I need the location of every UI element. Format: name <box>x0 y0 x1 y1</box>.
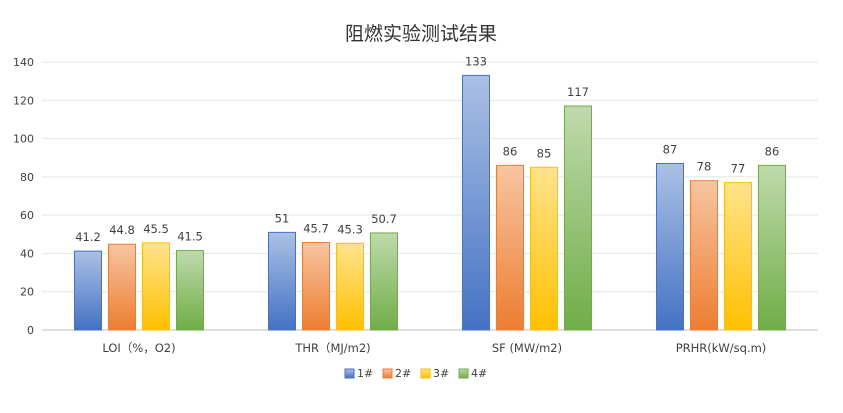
data-label: 45.5 <box>143 222 169 236</box>
y-tick-label: 100 <box>13 133 34 146</box>
y-tick-label: 40 <box>20 247 34 260</box>
bar-4-3 <box>758 164 786 331</box>
data-label: 41.5 <box>177 230 203 244</box>
data-label: 86 <box>503 144 518 158</box>
data-label: 45.7 <box>303 222 329 236</box>
legend-swatch <box>344 368 355 379</box>
bars <box>74 74 786 331</box>
bar-3-0 <box>142 242 170 331</box>
gridlines <box>42 61 818 331</box>
legend-swatch <box>458 368 469 379</box>
y-tick-label: 20 <box>20 286 34 299</box>
legend-label: 2# <box>395 367 411 380</box>
legend-label: 3# <box>433 367 449 380</box>
y-tick-label: 140 <box>13 56 34 69</box>
x-category-label: THR（MJ/m2) <box>294 341 370 355</box>
bar-2-0 <box>108 243 136 331</box>
bar-1-3 <box>656 162 684 331</box>
bar-2-3 <box>690 180 718 331</box>
legend-swatch <box>420 368 431 379</box>
bar-3-2 <box>530 166 558 331</box>
legend-label: 1# <box>357 367 373 380</box>
legend-swatch <box>382 368 393 379</box>
bar-1-2 <box>462 74 490 331</box>
data-label: 45.3 <box>337 222 363 236</box>
bar-4-2 <box>564 105 592 331</box>
bar-2-1 <box>302 242 330 331</box>
data-label: 85 <box>537 146 552 160</box>
y-tick-label: 60 <box>20 209 34 222</box>
chart-title: 阻燃实验测试结果 <box>345 23 497 45</box>
data-label: 50.7 <box>371 212 397 226</box>
y-tick-label: 80 <box>20 171 34 184</box>
bar-2-2 <box>496 164 524 331</box>
data-labels: 41.2 44.8 45.5 41.5 51 45.7 45.3 50.7 133 86 85 117… <box>75 54 779 244</box>
data-label: 117 <box>567 85 589 99</box>
data-label: 77 <box>731 162 746 176</box>
data-label: 86 <box>765 144 780 158</box>
bar-1-0 <box>74 250 102 331</box>
y-axis: 0 20 40 60 80 100 120 140 <box>13 56 34 337</box>
x-category-label: PRHR(kW/sq.m) <box>676 341 767 355</box>
bar-3-1 <box>336 242 364 331</box>
data-label: 87 <box>663 142 678 156</box>
legend: 1# 2# 3# 4# <box>344 367 487 380</box>
bar-4-0 <box>176 250 204 331</box>
data-label: 41.2 <box>75 230 101 244</box>
data-label: 44.8 <box>109 223 135 237</box>
data-label: 78 <box>697 160 712 174</box>
legend-label: 4# <box>471 367 487 380</box>
x-axis: LOI（%，O2) THR（MJ/m2) SF (MW/m2) PRHR(kW/sq.… <box>102 341 766 355</box>
bar-4-1 <box>370 232 398 331</box>
data-label: 51 <box>275 211 290 225</box>
x-category-label: LOI（%，O2) <box>102 341 175 355</box>
y-tick-label: 0 <box>27 324 34 337</box>
bar-3-3 <box>724 182 752 331</box>
data-label: 133 <box>465 54 487 68</box>
y-tick-label: 120 <box>13 94 34 107</box>
x-category-label: SF (MW/m2) <box>492 341 562 355</box>
bar-1-1 <box>268 231 296 331</box>
